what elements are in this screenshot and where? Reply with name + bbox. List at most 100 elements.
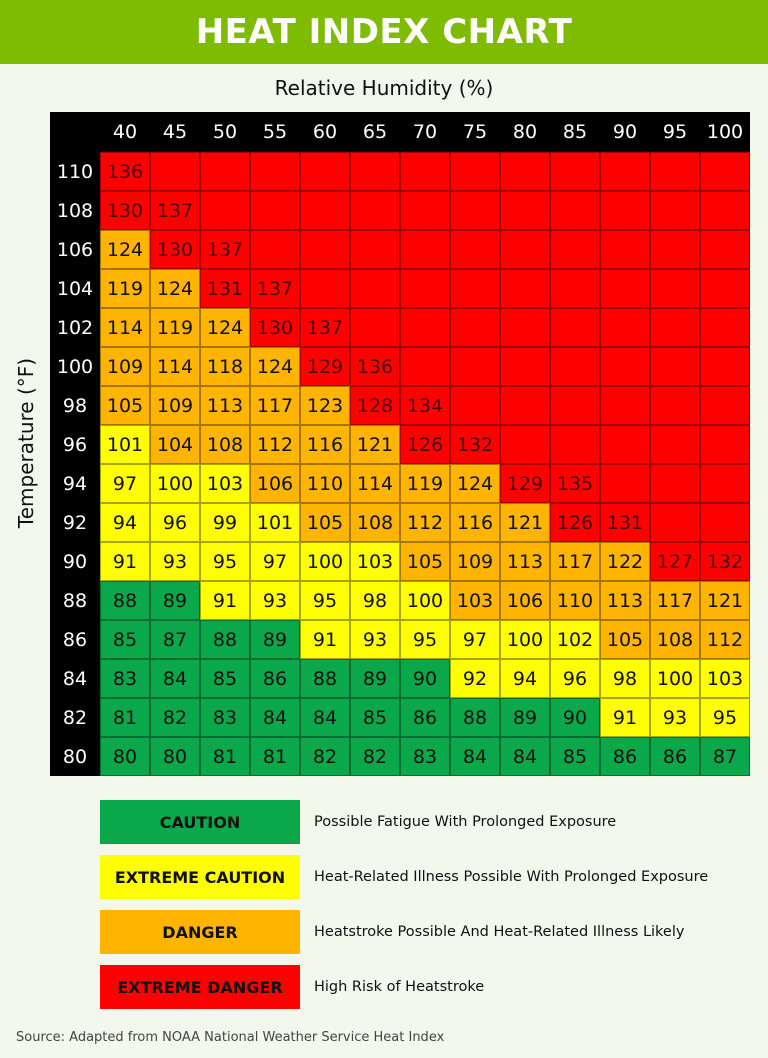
- legend-description: Heatstroke Possible And Heat-Related Ill…: [314, 924, 685, 940]
- heat-index-cell: [550, 152, 600, 191]
- heat-index-cell: 88: [300, 659, 350, 698]
- legend-swatch-caution: CAUTION: [100, 800, 300, 844]
- heat-index-cell: [650, 425, 700, 464]
- heat-index-cell: 119: [150, 308, 200, 347]
- temperature-label: 102: [56, 316, 94, 339]
- heat-index-cell: [600, 386, 650, 425]
- heat-index-cell: [550, 425, 600, 464]
- heat-index-cell: 81: [100, 698, 150, 737]
- heat-index-cell: [500, 191, 550, 230]
- humidity-header: 65: [362, 121, 388, 143]
- heat-index-cell: 84: [450, 737, 500, 776]
- heat-index-cell: [500, 230, 550, 269]
- heat-index-cell: 93: [350, 620, 400, 659]
- heat-index-cell: 89: [250, 620, 300, 659]
- heat-index-cell: [700, 503, 750, 542]
- humidity-header: 50: [212, 121, 238, 143]
- heat-index-cell: 93: [150, 542, 200, 581]
- heat-index-cell: [650, 347, 700, 386]
- table-row: 100 109 114 118 124 129 136: [50, 347, 750, 386]
- heat-index-cell: 91: [200, 581, 250, 620]
- temperature-label: 88: [62, 589, 88, 612]
- heat-index-cell: 100: [650, 659, 700, 698]
- heat-index-cell: 135: [550, 464, 600, 503]
- heat-index-cell: [700, 269, 750, 308]
- title-banner: HEAT INDEX CHART: [0, 0, 768, 64]
- heat-index-cell: [150, 152, 200, 191]
- heat-index-cell: 116: [300, 425, 350, 464]
- heat-index-cell: 88: [100, 581, 150, 620]
- heat-index-cell: 101: [100, 425, 150, 464]
- heat-index-cell: [350, 152, 400, 191]
- heat-index-cell: 85: [550, 737, 600, 776]
- heat-index-cell: 88: [200, 620, 250, 659]
- heat-index-cell: 98: [350, 581, 400, 620]
- heat-index-cell: 112: [700, 620, 750, 659]
- heat-index-cell: 105: [400, 542, 450, 581]
- heat-index-cell: 132: [700, 542, 750, 581]
- legend-item: DANGER Heatstroke Possible And Heat-Relat…: [100, 910, 708, 954]
- heat-index-cell: 130: [150, 230, 200, 269]
- heat-index-cell: 86: [250, 659, 300, 698]
- heat-index-cell: 114: [350, 464, 400, 503]
- heat-index-cell: [550, 347, 600, 386]
- temperature-label: 96: [62, 433, 88, 456]
- column-header-row: 40 45 50 55 60 65 70 75 80 85 90 95 100: [50, 112, 750, 152]
- heat-index-cell: [300, 191, 350, 230]
- legend-description: Heat-Related Illness Possible With Prolo…: [314, 869, 709, 885]
- heat-index-cell: [600, 347, 650, 386]
- heat-index-cell: [600, 152, 650, 191]
- humidity-header: 40: [112, 121, 138, 143]
- heat-index-cell: [600, 308, 650, 347]
- heat-index-cell: 124: [150, 269, 200, 308]
- heat-index-cell: 87: [700, 737, 750, 776]
- heat-index-cell: [450, 386, 500, 425]
- heat-index-cell: [350, 308, 400, 347]
- heat-index-cell: 89: [500, 698, 550, 737]
- temperature-label: 80: [62, 745, 88, 768]
- heat-index-cell: [500, 425, 550, 464]
- heat-index-cell: 104: [150, 425, 200, 464]
- heat-index-cell: [200, 191, 250, 230]
- heat-index-cell: [650, 230, 700, 269]
- heat-index-cell: 84: [300, 698, 350, 737]
- heat-index-cell: 100: [400, 581, 450, 620]
- table-row: 88 88 89 91 93 95 98 100 103 106 110 113 117 121: [50, 581, 750, 620]
- heat-index-cell: 95: [700, 698, 750, 737]
- heat-index-cell: 97: [100, 464, 150, 503]
- table-row: 94 97 100 103 106 110 114 119 124 129 135: [50, 464, 750, 503]
- heat-index-cell: 90: [400, 659, 450, 698]
- heat-index-cell: 94: [100, 503, 150, 542]
- table-row: 80 80 80 81 81 82 82 83 84 84 85 86 86 87: [50, 737, 750, 776]
- heat-index-cell: 85: [200, 659, 250, 698]
- heat-index-cell: [600, 230, 650, 269]
- heat-index-cell: [550, 386, 600, 425]
- heat-index-cell: [650, 464, 700, 503]
- table-row: 104 119 124 131 137: [50, 269, 750, 308]
- heat-index-cell: 93: [650, 698, 700, 737]
- heat-index-cell: [600, 464, 650, 503]
- temperature-label: 86: [62, 628, 88, 651]
- heat-index-cell: [700, 191, 750, 230]
- heat-index-cell: 137: [300, 308, 350, 347]
- heat-index-cell: [600, 425, 650, 464]
- heat-index-cell: [400, 191, 450, 230]
- heat-index-cell: 99: [200, 503, 250, 542]
- heat-index-cell: [550, 308, 600, 347]
- heat-index-cell: 86: [400, 698, 450, 737]
- heat-index-cell: 124: [100, 230, 150, 269]
- humidity-header: 55: [262, 121, 288, 143]
- heat-index-cell: [700, 230, 750, 269]
- temperature-label: 104: [56, 277, 94, 300]
- humidity-header: 85: [562, 121, 588, 143]
- heat-index-cell: 121: [700, 581, 750, 620]
- chart-title: HEAT INDEX CHART: [195, 12, 573, 52]
- heat-index-cell: 136: [350, 347, 400, 386]
- heat-index-cell: [300, 269, 350, 308]
- heat-index-cell: 83: [100, 659, 150, 698]
- humidity-header: 75: [462, 121, 488, 143]
- heat-index-cell: 105: [100, 386, 150, 425]
- legend-item: EXTREME CAUTION Heat-Related Illness Poss…: [100, 855, 708, 899]
- heat-index-cell: 85: [100, 620, 150, 659]
- heat-index-cell: [650, 308, 700, 347]
